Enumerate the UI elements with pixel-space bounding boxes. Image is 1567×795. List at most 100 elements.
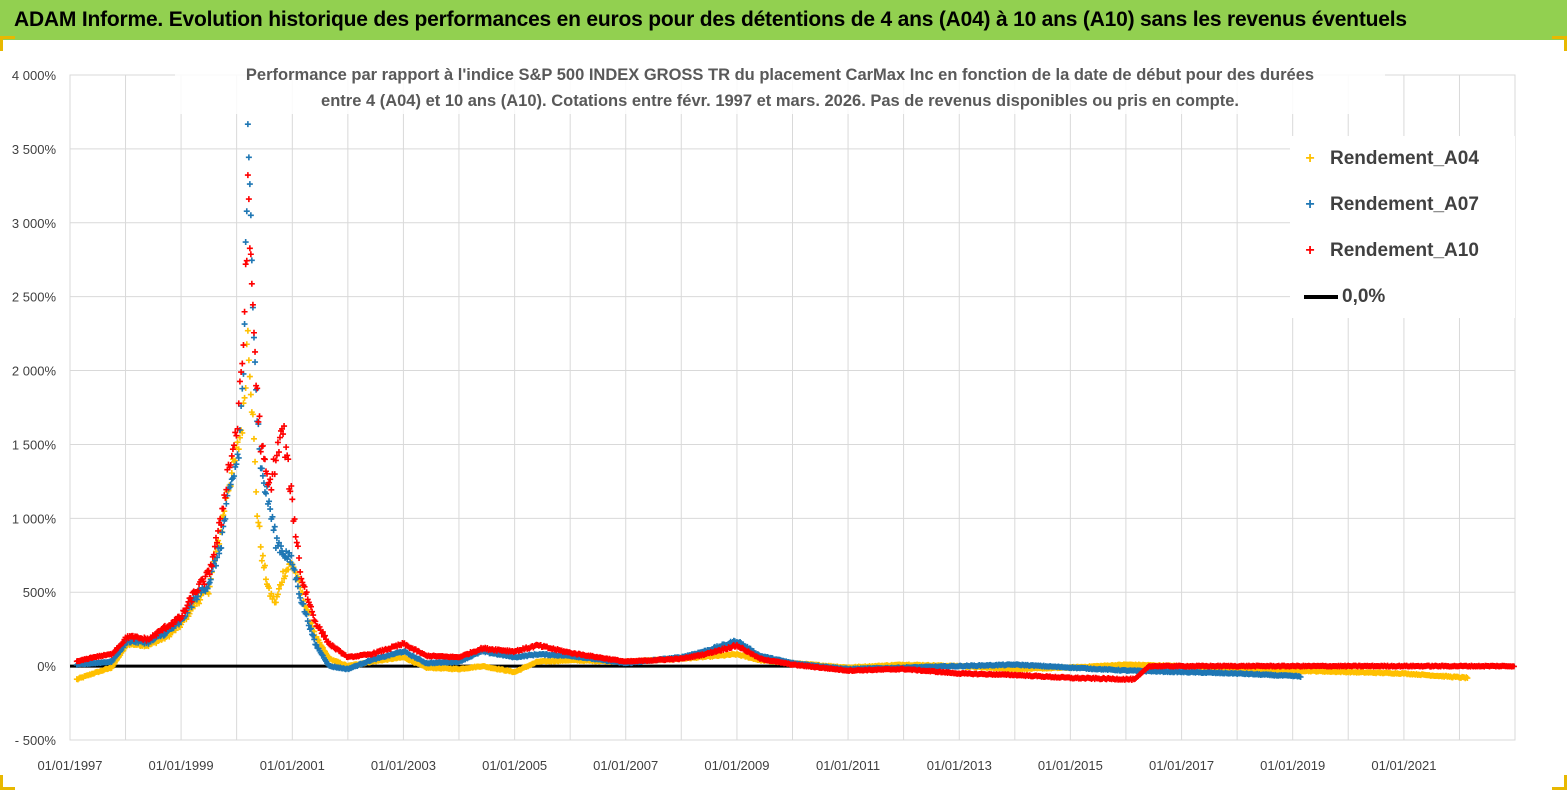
x-tick-label: 01/01/2005 bbox=[482, 758, 547, 773]
data-point bbox=[250, 329, 257, 336]
data-point bbox=[227, 481, 234, 488]
data-point bbox=[194, 587, 201, 594]
y-tick-label: - 500% bbox=[15, 733, 57, 748]
data-point bbox=[303, 611, 310, 618]
report-banner: ADAM Informe. Evolution historique des p… bbox=[0, 0, 1567, 40]
data-point bbox=[244, 172, 251, 179]
data-point bbox=[247, 391, 254, 398]
data-point bbox=[311, 636, 318, 643]
data-point bbox=[313, 641, 320, 648]
data-point bbox=[234, 439, 241, 446]
data-point bbox=[246, 181, 253, 188]
data-point bbox=[239, 385, 246, 392]
data-point bbox=[252, 359, 259, 366]
x-tick-label: 01/01/2011 bbox=[816, 758, 880, 773]
data-point bbox=[318, 651, 325, 658]
legend-item-a04: + Rendement_A04 bbox=[1290, 144, 1479, 174]
data-point bbox=[252, 348, 259, 355]
data-point bbox=[303, 589, 310, 596]
data-point bbox=[235, 446, 242, 453]
data-point bbox=[294, 543, 301, 550]
data-point bbox=[216, 550, 223, 557]
data-point bbox=[309, 631, 316, 638]
data-point bbox=[250, 435, 257, 442]
chart-title: Performance par rapport à l'indice S&P 5… bbox=[175, 62, 1385, 114]
data-point bbox=[1297, 673, 1304, 680]
data-point bbox=[242, 239, 249, 246]
data-point bbox=[234, 425, 241, 432]
data-point bbox=[267, 506, 274, 513]
data-point bbox=[259, 472, 266, 479]
data-point bbox=[275, 585, 282, 592]
data-point bbox=[241, 321, 248, 328]
data-point bbox=[193, 596, 200, 603]
data-point bbox=[170, 621, 177, 628]
data-point bbox=[208, 563, 215, 570]
data-point bbox=[210, 551, 217, 558]
data-point bbox=[268, 486, 275, 493]
data-point bbox=[248, 257, 255, 264]
data-point bbox=[248, 280, 255, 287]
y-tick-label: 1 000% bbox=[12, 511, 57, 526]
legend-label-a10: Rendement_A10 bbox=[1330, 240, 1479, 261]
data-point bbox=[242, 261, 249, 268]
data-point bbox=[280, 568, 287, 575]
data-point bbox=[233, 461, 240, 468]
data-point bbox=[238, 369, 245, 376]
data-point bbox=[294, 583, 301, 590]
data-point bbox=[153, 632, 160, 639]
data-point bbox=[232, 457, 239, 464]
legend-item-a07: + Rendement_A07 bbox=[1290, 190, 1479, 220]
data-point bbox=[240, 342, 247, 349]
series-a10 bbox=[73, 172, 1517, 684]
legend-label-a07: Rendement_A07 bbox=[1330, 194, 1479, 215]
data-point bbox=[183, 605, 190, 612]
data-point bbox=[206, 579, 213, 586]
data-point bbox=[296, 555, 303, 562]
x-tick-label: 01/01/2009 bbox=[704, 758, 769, 773]
y-tick-label: 3 500% bbox=[12, 142, 57, 157]
x-tick-label: 01/01/2003 bbox=[371, 758, 436, 773]
data-point bbox=[304, 596, 311, 603]
data-point bbox=[215, 527, 222, 534]
data-point bbox=[241, 394, 248, 401]
data-point bbox=[175, 621, 182, 628]
data-point bbox=[293, 574, 300, 581]
chart-legend: + Rendement_A04 + Rendement_A07 + Rendem… bbox=[1290, 136, 1515, 318]
legend-marker-a04: + bbox=[1305, 150, 1315, 167]
chart-title-line-2: entre 4 (A04) et 10 ans (A10). Cotations… bbox=[321, 92, 1239, 110]
data-point bbox=[1463, 674, 1470, 681]
y-tick-label: 4 000% bbox=[12, 68, 57, 83]
data-point bbox=[212, 534, 219, 541]
y-tick-label: 0% bbox=[37, 659, 56, 674]
y-tick-label: 2 000% bbox=[12, 364, 57, 379]
data-point bbox=[255, 418, 262, 425]
data-point bbox=[187, 594, 194, 601]
data-point bbox=[234, 451, 241, 458]
data-point bbox=[297, 594, 304, 601]
data-point bbox=[261, 562, 268, 569]
data-point bbox=[273, 452, 280, 459]
frame-corner-bottom-left bbox=[0, 775, 15, 790]
data-point bbox=[113, 651, 120, 658]
data-point bbox=[222, 494, 229, 501]
data-point bbox=[166, 633, 173, 640]
data-point bbox=[283, 444, 290, 451]
data-point bbox=[246, 245, 253, 252]
y-tick-label: 2 500% bbox=[12, 290, 57, 305]
data-point bbox=[120, 639, 127, 646]
data-point bbox=[247, 251, 254, 258]
legend-label-baseline: 0,0% bbox=[1342, 286, 1386, 307]
data-point bbox=[249, 301, 256, 308]
data-point bbox=[296, 590, 303, 597]
y-axis: - 500% 0% 500% 1 000% 1 500% 2 000% 2 500% 3 00… bbox=[12, 68, 57, 748]
data-point bbox=[228, 476, 235, 483]
x-tick-label: 01/01/2019 bbox=[1260, 758, 1325, 773]
frame-corner-top-left bbox=[0, 36, 15, 51]
x-tick-label: 01/01/2007 bbox=[593, 758, 658, 773]
data-point bbox=[267, 476, 274, 483]
data-point bbox=[301, 583, 308, 590]
data-point bbox=[304, 618, 311, 625]
data-point bbox=[222, 515, 229, 522]
data-point bbox=[291, 567, 298, 574]
